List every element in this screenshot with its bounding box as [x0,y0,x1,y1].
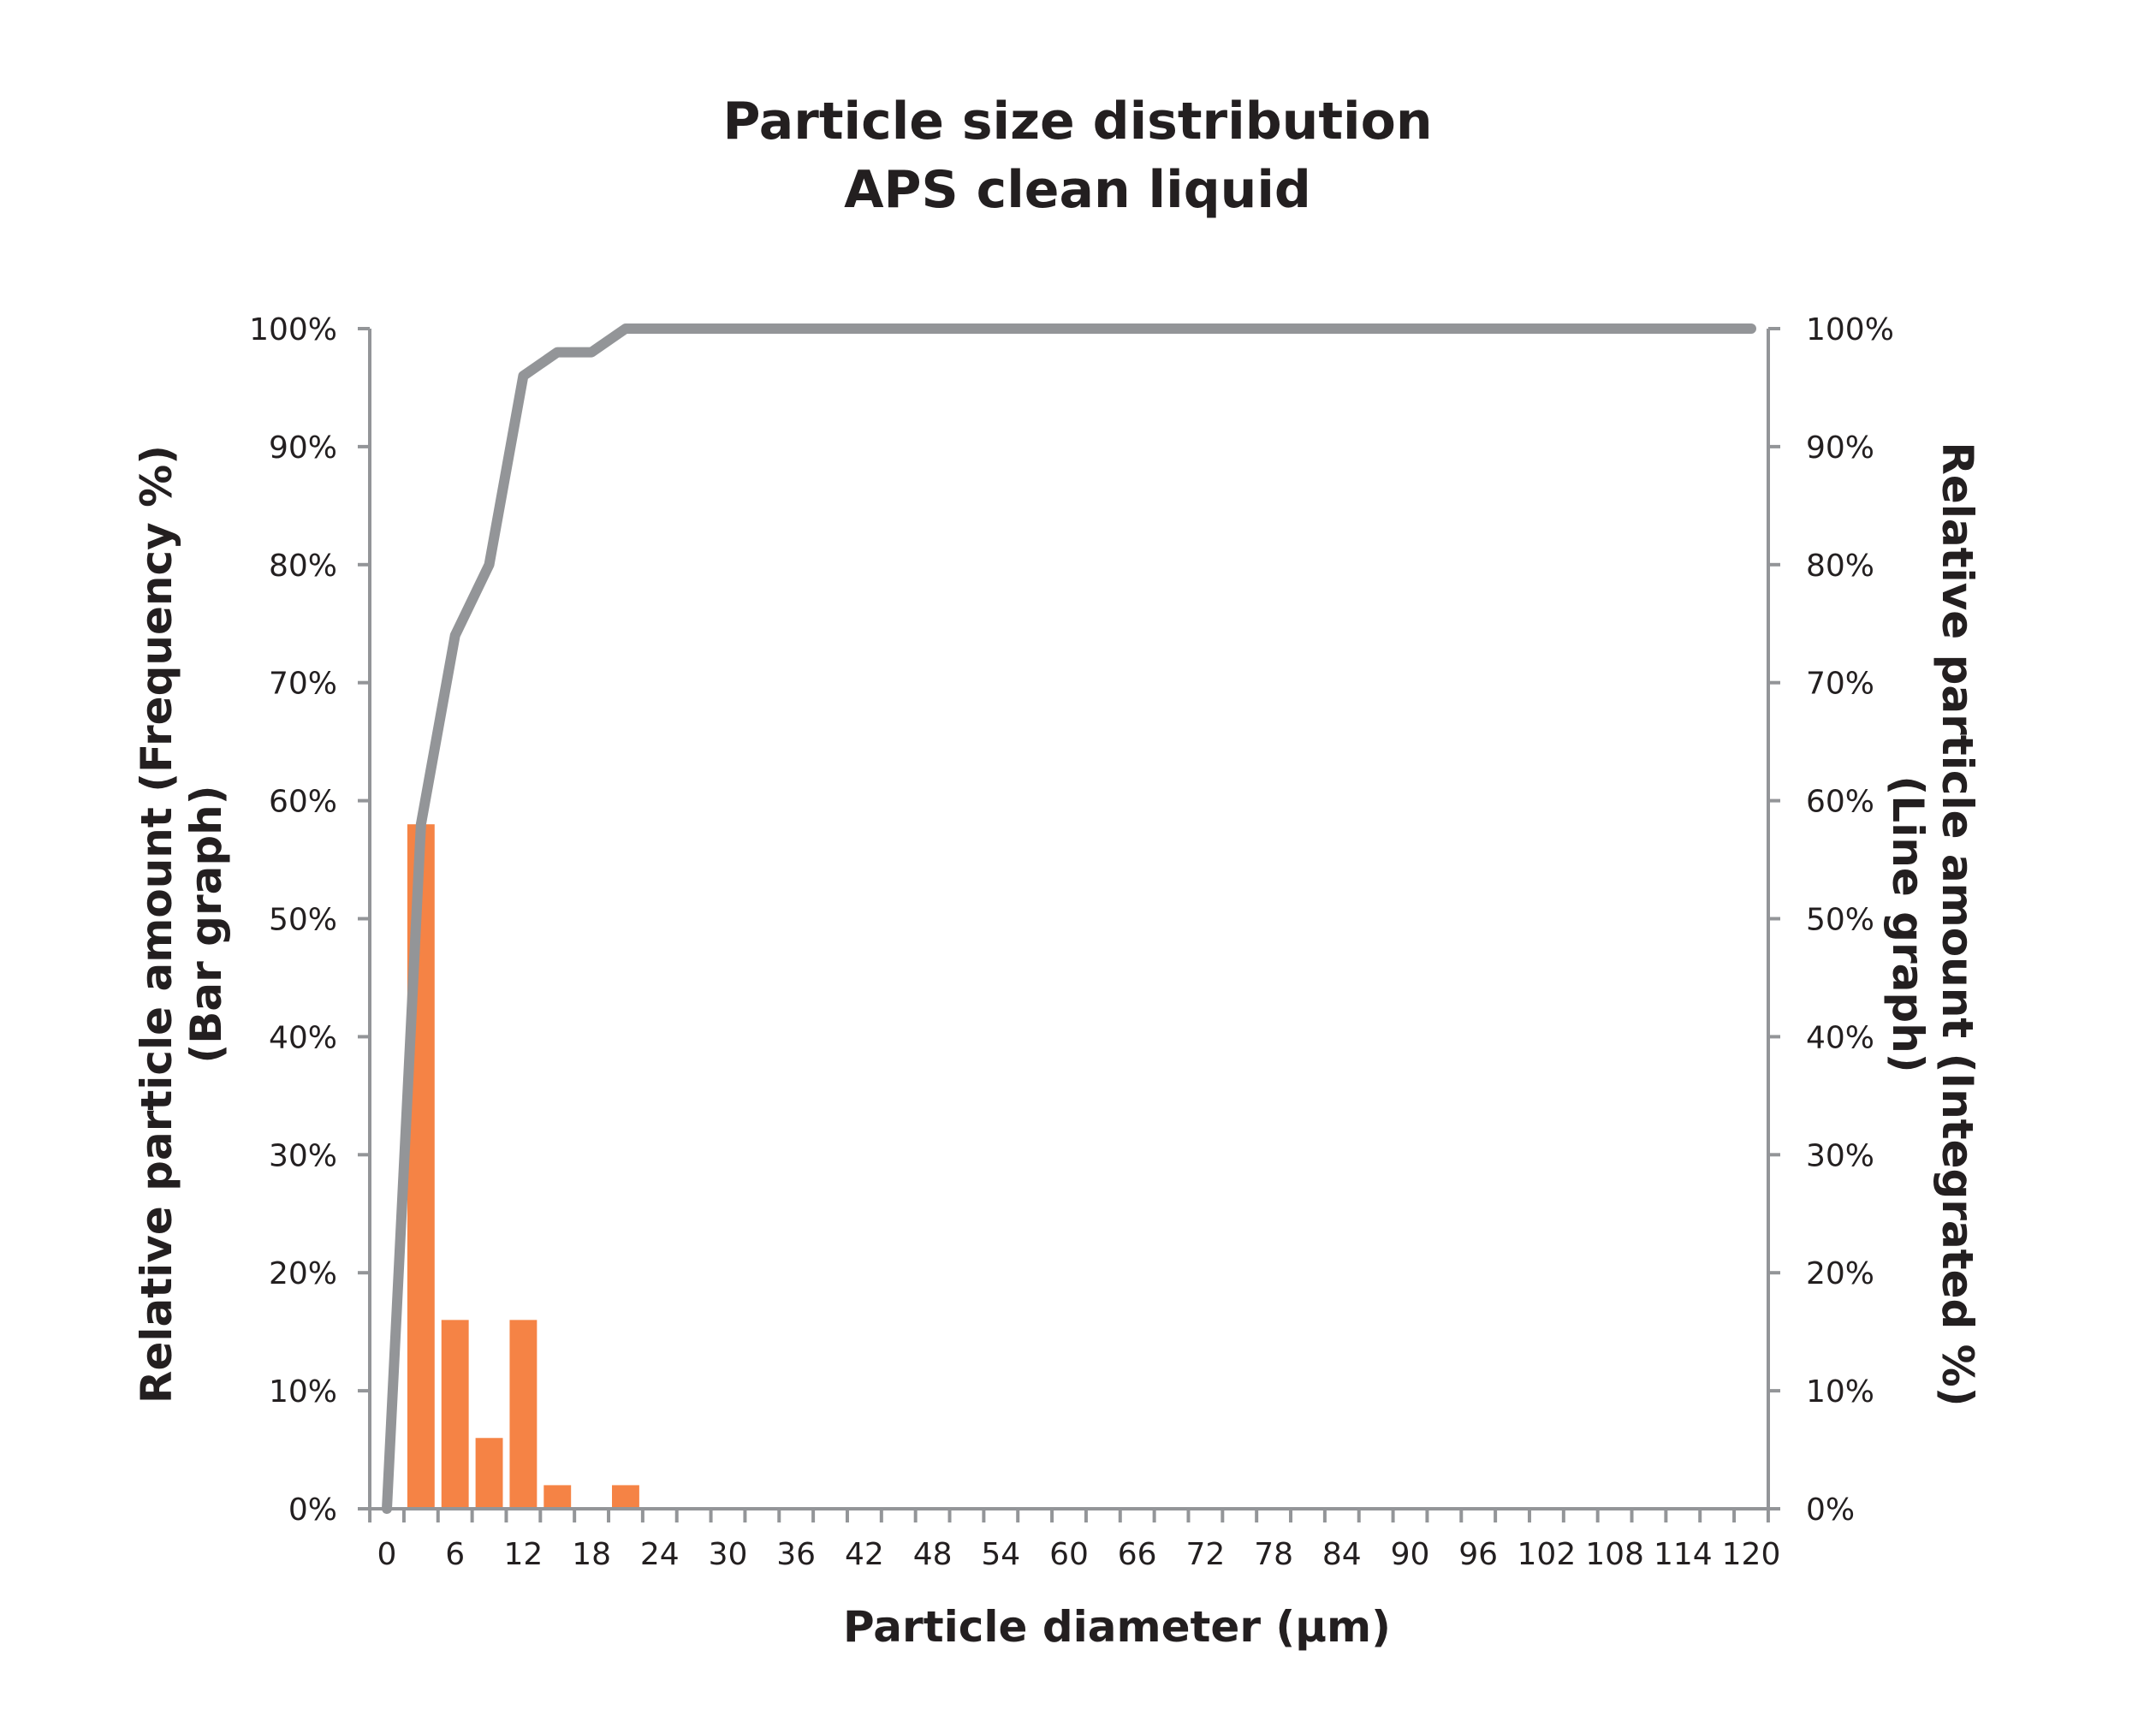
bar-12 [509,1320,538,1509]
right-axis-title: Relative particle amount (Integrated %) … [1883,442,1982,1406]
right-tick-label: 40% [1806,1020,1874,1055]
left-tick-label: 20% [269,1256,337,1291]
line-point-9 [488,563,490,566]
left-tick-label: 40% [269,1020,337,1055]
x-tick-label: 36 [776,1537,816,1572]
line-series [382,323,1756,1514]
left-tick-label: 10% [269,1374,337,1410]
left-tick-label: 70% [269,667,337,702]
x-tick-label: 24 [640,1537,680,1572]
bar-series [407,824,639,1509]
x-tick-label: 108 [1585,1537,1644,1572]
x-axis-title: Particle diameter (µm) [843,1602,1391,1652]
x-tick-label: 6 [445,1537,465,1572]
right-axis-title-line-1: Relative particle amount (Integrated %) [1933,442,1982,1406]
x-tick-label: 120 [1722,1537,1781,1572]
left-tick-label: 80% [269,549,337,584]
bar-6 [441,1320,469,1509]
x-tick-labels: 0 6 12 18 24 30 36 42 48 54 60 66 72 78 84 90 96 102 108 11… [377,1537,1781,1572]
line-point-18 [591,351,593,353]
x-tick-label: 54 [981,1537,1020,1572]
line-point-12 [522,375,525,377]
right-tick-label: 30% [1806,1138,1874,1173]
right-tick-label: 0% [1806,1493,1855,1528]
right-tick-label: 100% [1806,312,1894,347]
line-point-3 [419,823,422,826]
x-tick-label: 114 [1654,1537,1713,1572]
right-tick-label: 10% [1806,1374,1874,1410]
left-axis-title: Relative particle amount (Frequency %) (… [132,445,231,1404]
x-tick-label: 30 [709,1537,748,1572]
axes [358,327,1780,1522]
line-point-24 [658,328,661,329]
right-tick-label: 50% [1806,903,1874,938]
left-axis-title-line-2: (Bar graph) [181,785,231,1063]
cumulative-line [382,323,1756,1514]
x-tick-label: 90 [1391,1537,1430,1572]
x-tick-label: 72 [1185,1537,1225,1572]
left-tick-label: 60% [269,785,337,820]
x-tick-label: 78 [1254,1537,1293,1572]
left-tick-label: 50% [269,903,337,938]
x-tick-label: 18 [572,1537,611,1572]
left-tick-label: 100% [249,312,337,347]
bar-9 [475,1438,503,1509]
x-tick-label: 48 [913,1537,953,1572]
right-tick-label: 20% [1806,1256,1874,1291]
x-tick-label: 0 [377,1537,397,1572]
line-point-15 [556,351,559,353]
bar-15 [543,1485,572,1509]
right-tick-label: 60% [1806,785,1874,820]
left-axis-title-line-1: Relative particle amount (Frequency %) [132,445,181,1404]
right-tick-label: 90% [1806,430,1874,466]
bar-21 [612,1485,639,1509]
chart-title-line-2: APS clean liquid [844,160,1311,220]
chart-title-line-1: Particle size distribution [722,92,1432,151]
x-tick-label: 66 [1118,1537,1157,1572]
x-tick-label: 96 [1458,1537,1498,1572]
line-point-21 [624,328,627,329]
x-tick-label: 42 [845,1537,884,1572]
left-tick-label: 30% [269,1138,337,1173]
x-tick-label: 102 [1518,1537,1577,1572]
right-tick-label: 70% [1806,667,1874,702]
right-tick-label: 80% [1806,549,1874,584]
left-tick-label: 0% [288,1493,337,1528]
line-point-0 [386,1508,388,1510]
x-tick-label: 60 [1049,1537,1089,1572]
line-point-120 [1750,328,1752,329]
left-tick-label: 90% [269,430,337,466]
line-point-6 [454,634,456,637]
right-tick-labels: 0% 10% 20% 30% 40% 50% 60% 70% 80% 90% 100% [1806,312,1894,1528]
chart-title: Particle size distribution APS clean liq… [722,92,1432,220]
right-axis-title-line-2: (Line graph) [1883,775,1933,1072]
x-tick-label: 84 [1322,1537,1362,1572]
x-tick-label: 12 [503,1537,543,1572]
left-tick-labels: 0% 10% 20% 30% 40% 50% 60% 70% 80% 90% 100% [249,312,337,1528]
